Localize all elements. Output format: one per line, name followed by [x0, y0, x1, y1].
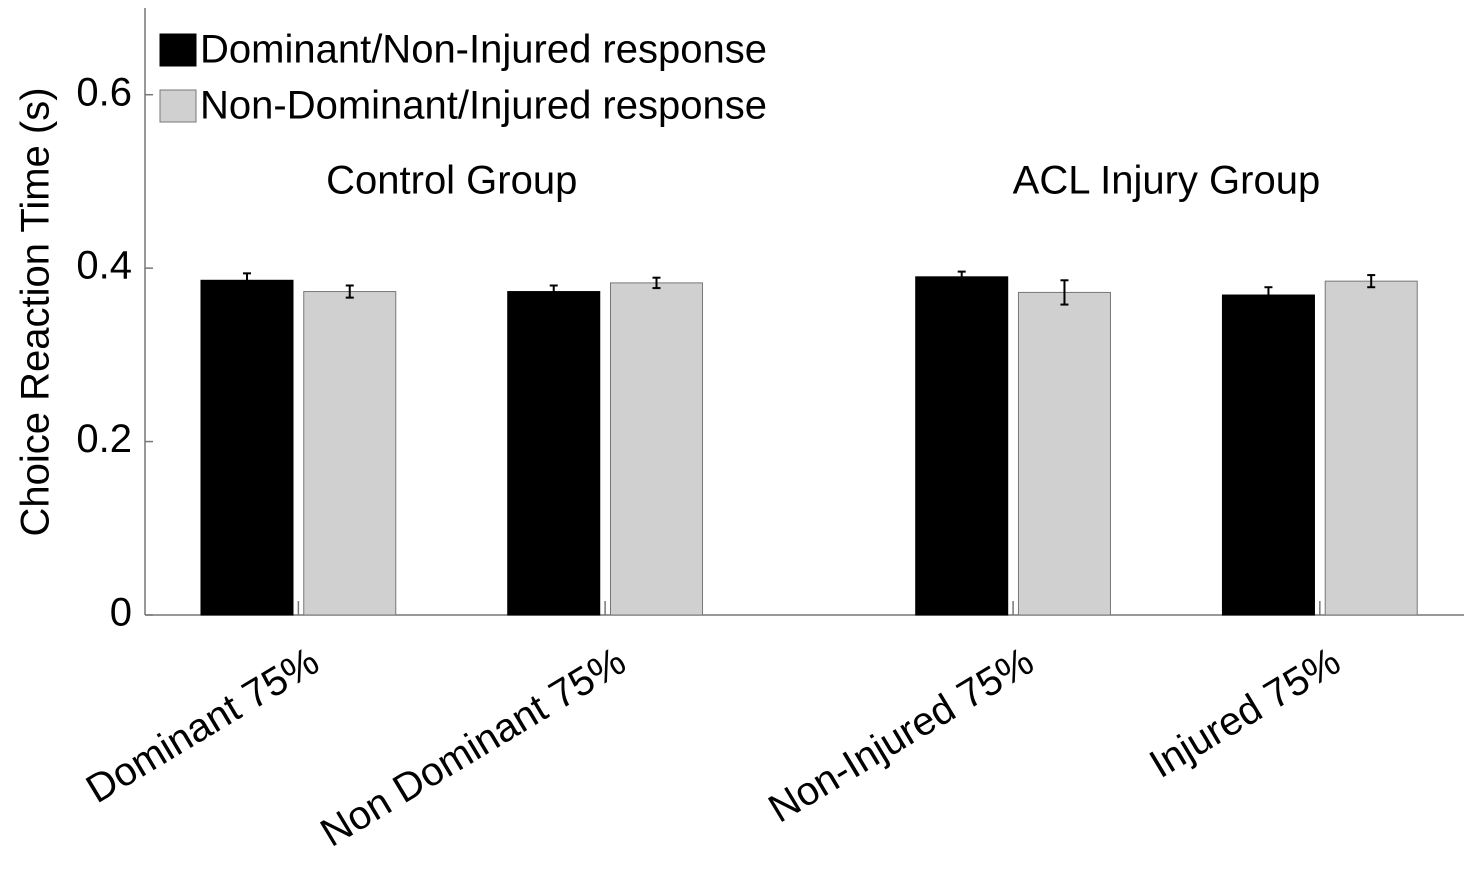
x-tick-label: Injured 75% [1142, 639, 1348, 787]
bar [1221, 294, 1315, 616]
bar [1017, 291, 1111, 616]
bar [200, 279, 294, 616]
legend-label: Non-Dominant/Injured response [200, 84, 767, 128]
y-tick-label: 0.2 [76, 417, 132, 461]
error-bar [652, 276, 661, 290]
bar [507, 291, 601, 616]
y-axis-label: Choice Reaction Time (s) [14, 87, 58, 536]
x-tick-label: Dominant 75% [79, 639, 327, 812]
error-bar [957, 270, 966, 284]
error-bar [1264, 286, 1273, 304]
group-label: ACL Injury Group [1013, 159, 1321, 203]
y-tick-label: 0.6 [76, 70, 132, 114]
error-bar [1060, 279, 1069, 306]
y-tick-label: 0.4 [76, 244, 132, 288]
y-tick-label: 0 [110, 591, 132, 635]
error-bar [1367, 274, 1376, 289]
bar [915, 276, 1009, 616]
legend-swatch [159, 33, 197, 67]
bar [609, 282, 704, 616]
error-bar [242, 272, 251, 289]
error-bar [345, 284, 354, 299]
x-tick-label: Non-Injured 75% [761, 639, 1041, 831]
bar [303, 291, 397, 616]
x-tick-label: Non Dominant 75% [313, 639, 633, 855]
legend-swatch [159, 89, 197, 123]
bar [1324, 280, 1418, 616]
legend-label: Dominant/Non-Injured response [200, 28, 767, 72]
error-bar [549, 284, 558, 299]
group-label: Control Group [326, 159, 577, 203]
